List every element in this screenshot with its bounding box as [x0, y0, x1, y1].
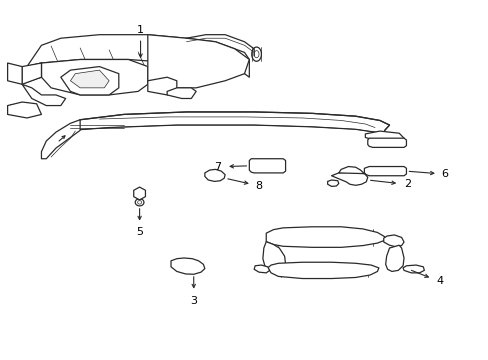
Polygon shape [331, 172, 367, 185]
Polygon shape [27, 63, 41, 81]
Text: 1: 1 [137, 25, 144, 35]
Polygon shape [263, 242, 285, 271]
Polygon shape [204, 169, 224, 181]
Polygon shape [8, 63, 22, 84]
Polygon shape [365, 131, 403, 142]
Polygon shape [147, 77, 177, 95]
Polygon shape [265, 227, 384, 247]
Polygon shape [402, 265, 424, 273]
Text: 5: 5 [136, 227, 143, 237]
Polygon shape [338, 167, 364, 174]
Polygon shape [70, 112, 389, 143]
Polygon shape [41, 59, 147, 95]
Text: 6: 6 [441, 168, 448, 179]
Text: 3: 3 [190, 296, 197, 306]
Polygon shape [133, 187, 145, 200]
Text: 2: 2 [403, 179, 410, 189]
Polygon shape [22, 84, 65, 105]
Polygon shape [367, 138, 406, 147]
Polygon shape [254, 265, 269, 273]
Text: 7: 7 [214, 162, 221, 171]
Polygon shape [171, 258, 204, 274]
Polygon shape [385, 245, 403, 271]
Polygon shape [147, 35, 249, 88]
Polygon shape [27, 35, 249, 77]
Polygon shape [383, 235, 403, 247]
Polygon shape [41, 120, 80, 159]
Polygon shape [167, 88, 196, 99]
Text: 4: 4 [435, 276, 442, 286]
Polygon shape [267, 262, 378, 279]
Polygon shape [70, 70, 109, 88]
Polygon shape [22, 63, 41, 84]
Text: 8: 8 [255, 181, 262, 191]
Polygon shape [8, 102, 41, 118]
Polygon shape [364, 167, 406, 176]
Polygon shape [327, 180, 338, 186]
Polygon shape [61, 67, 119, 95]
Polygon shape [249, 159, 285, 173]
